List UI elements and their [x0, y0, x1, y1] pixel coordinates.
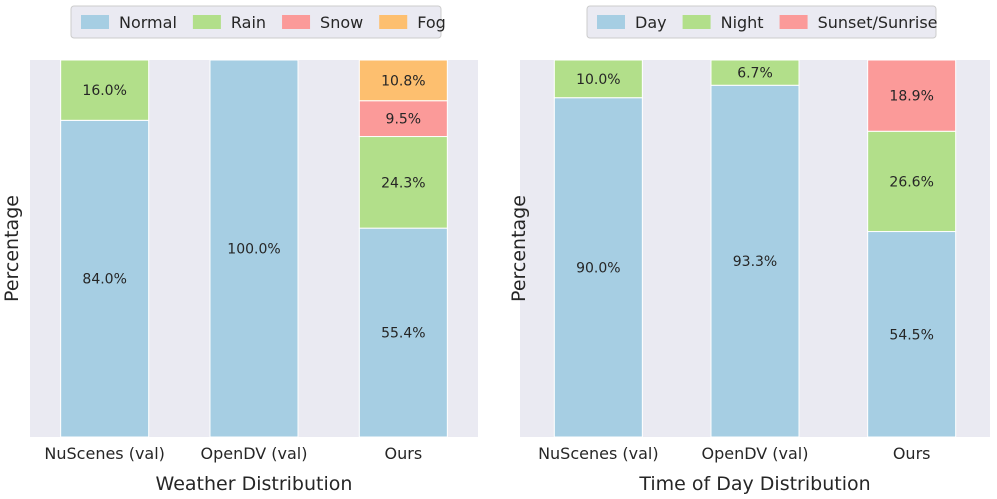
- bar-label-sunset-sunrise-ours: 18.9%: [889, 89, 933, 105]
- bar-snow-ours: [358, 100, 448, 138]
- x-tick-label: NuScenes (val): [538, 444, 659, 463]
- legend-label-sunset-sunrise: Sunset/Sunrise: [818, 13, 938, 32]
- bar-rain-ours: [358, 136, 448, 229]
- bar-sunset-sunrise-ours: [867, 59, 957, 132]
- bar-label-night-ours: 26.6%: [889, 174, 933, 190]
- bar-label-day-ours: 54.5%: [889, 327, 933, 343]
- y-axis-label: Percentage: [508, 195, 530, 302]
- bar-night-ours: [867, 130, 957, 233]
- legend: Normal Rain Snow Fog: [70, 5, 446, 39]
- legend-swatch-day: [597, 15, 625, 29]
- legend-swatch-snow: [282, 15, 311, 29]
- legend-label-night: Night: [721, 13, 764, 32]
- x-tick-label: OpenDV (val): [200, 444, 307, 463]
- legend-swatch-rain: [192, 15, 221, 29]
- legend-label-day: Day: [635, 13, 667, 32]
- time-of-day-chart: 90.0% 10.0% NuScenes (val) 93.3% 6.7% OpenDV …: [508, 5, 990, 495]
- bar-label-day-nuscenes-val: 90.0%: [576, 260, 620, 276]
- bar-normal-opendv-val: [209, 59, 299, 438]
- weather-chart: 84.0% 16.0% NuScenes (val) 100.0% OpenDV (va…: [1, 5, 478, 495]
- bar-night-opendv-val: [710, 59, 800, 86]
- bar-label-snow-ours: 9.5%: [386, 112, 422, 128]
- bar-label-night-opendv-val: 6.7%: [737, 66, 773, 82]
- legend-label-snow: Snow: [320, 13, 363, 32]
- bar-rain-nuscenes-val: [60, 59, 150, 121]
- legend-label-rain: Rain: [231, 13, 266, 32]
- bar-label-fog-ours: 10.8%: [381, 73, 425, 89]
- bar-label-normal-opendv-val: 100.0%: [227, 242, 280, 258]
- bar-label-day-opendv-val: 93.3%: [733, 254, 777, 270]
- y-axis-label: Percentage: [1, 195, 23, 302]
- x-tick-label: OpenDV (val): [701, 444, 808, 463]
- bar-night-nuscenes-val: [553, 59, 643, 99]
- legend-label-normal: Normal: [119, 13, 177, 32]
- legend-swatch-sunset-sunrise: [779, 15, 808, 29]
- legend-swatch-normal: [81, 15, 109, 29]
- x-tick-label: Ours: [893, 444, 931, 463]
- legend-frame: [586, 5, 937, 39]
- bar-day-opendv-val: [710, 84, 800, 438]
- bar-day-ours: [867, 231, 957, 438]
- bar-normal-ours: [358, 227, 448, 438]
- bar-fog-ours: [358, 59, 448, 102]
- bar-label-rain-nuscenes-val: 16.0%: [82, 83, 126, 99]
- legend-swatch-night: [682, 15, 711, 29]
- legend-frame: [70, 5, 442, 39]
- x-axis-label: Time of Day Distribution: [638, 473, 870, 495]
- legend: Day Night Sunset/Sunrise: [586, 5, 938, 39]
- bar-normal-nuscenes-val: [60, 119, 150, 438]
- bar-label-normal-nuscenes-val: 84.0%: [82, 272, 126, 288]
- bar-label-normal-ours: 55.4%: [381, 326, 425, 342]
- legend-swatch-fog: [379, 15, 408, 29]
- bar-label-rain-ours: 24.3%: [381, 175, 425, 191]
- x-tick-label: Ours: [385, 444, 423, 463]
- x-tick-label: NuScenes (val): [44, 444, 165, 463]
- bar-label-night-nuscenes-val: 10.0%: [576, 72, 620, 88]
- legend-label-fog: Fog: [417, 13, 446, 32]
- bar-day-nuscenes-val: [553, 97, 643, 438]
- x-axis-label: Weather Distribution: [156, 473, 353, 495]
